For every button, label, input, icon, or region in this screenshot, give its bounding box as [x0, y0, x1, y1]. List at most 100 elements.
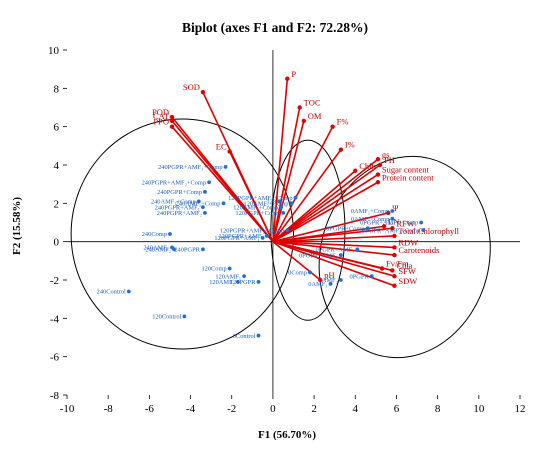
- observation-label: 120PGPR: [230, 279, 256, 286]
- observation-point: [390, 216, 395, 221]
- observation-label: 240PGPR+AMF₁+Comp: [158, 164, 222, 171]
- y-tick-label: 0: [54, 237, 60, 249]
- vector-line: [272, 107, 301, 242]
- vector-line: [272, 149, 342, 243]
- observation-point: [126, 289, 131, 294]
- observation-label: 0PGPR+AMF₂+Comp: [362, 227, 420, 234]
- x-tick-label: 2: [311, 403, 317, 415]
- y-tick-label: 2: [54, 198, 60, 210]
- observation-point: [201, 247, 205, 252]
- observation-label: 240Control: [97, 289, 126, 296]
- vector-endpoint: [392, 283, 397, 288]
- variable-label: SOD: [183, 82, 200, 92]
- variable-label: SFW: [398, 266, 415, 276]
- observation-point: [390, 209, 395, 213]
- vector-endpoint: [297, 105, 302, 110]
- observation-point: [421, 228, 426, 233]
- observation-label: 240AMF₁: [143, 245, 169, 252]
- vector-line: [272, 240, 393, 272]
- vector-line: [272, 241, 321, 281]
- vector-line: [272, 164, 381, 243]
- observation-point: [308, 270, 312, 275]
- observation-point: [182, 314, 187, 319]
- variable-label: Protein content: [382, 172, 434, 182]
- vector-line: [272, 240, 395, 256]
- vector-endpoint: [227, 149, 232, 154]
- observation-label: 240AMF₁+Comp: [151, 199, 196, 206]
- vector-endpoint: [392, 233, 397, 239]
- variable-label: PPO: [153, 117, 169, 127]
- variable-label: Chlb: [359, 161, 376, 171]
- vector-line: [272, 126, 334, 243]
- variable-label: pH: [324, 270, 334, 280]
- x-tick-label: -4: [186, 403, 196, 415]
- x-tick-label: -10: [60, 403, 75, 415]
- vector-endpoint: [386, 210, 391, 216]
- observation-point: [236, 280, 240, 284]
- variable-label: Carotenoids: [398, 245, 439, 255]
- observation-label: 240PGPR+AMF₂: [157, 210, 202, 217]
- observation-point: [365, 226, 370, 231]
- observation-point: [285, 228, 290, 233]
- observation-point: [328, 281, 333, 286]
- vector-endpoint: [169, 124, 175, 129]
- observation-label: 0PGPR+Comp: [326, 225, 364, 232]
- observation-label: 0Control: [233, 333, 256, 340]
- x-tick-label: 12: [515, 403, 526, 415]
- observation-label: 0PGPR: [350, 273, 370, 280]
- observation-point: [203, 211, 207, 215]
- observation-label: 0AMF₁+Comp: [351, 208, 390, 215]
- variable-label: gs: [382, 149, 390, 159]
- variable-label: Chla: [396, 260, 412, 270]
- x-tick-label: -2: [227, 403, 236, 415]
- vector-line: [272, 212, 389, 243]
- variable-label: EC: [216, 142, 227, 152]
- observation-point: [260, 235, 265, 240]
- observation-label: 240Comp: [142, 231, 167, 238]
- observation-point: [369, 274, 374, 279]
- observation-point: [196, 199, 201, 204]
- vector-endpoint: [301, 118, 306, 124]
- x-tick-label: 0: [270, 403, 276, 415]
- observation-label: 0AMF₂+Comp: [351, 216, 390, 223]
- observation-point: [355, 247, 360, 252]
- observation-label: 120AMF₂+Comp: [244, 201, 289, 208]
- observation-point: [242, 274, 246, 279]
- observation-label: 0PGPR+AMF₁: [315, 247, 354, 254]
- vector-endpoint: [375, 180, 381, 185]
- vector-line: [272, 227, 393, 243]
- observation-point: [256, 333, 261, 338]
- vector-line: [272, 240, 395, 277]
- y-tick-label: 8: [54, 83, 60, 95]
- variable-label: Ψ: [392, 203, 399, 213]
- x-tick-label: 8: [435, 403, 441, 415]
- vector-line: [228, 151, 274, 243]
- y-tick-label: -6: [50, 352, 60, 364]
- observation-label: 240AMF₂+Comp: [176, 201, 221, 208]
- variable-label: SDW: [398, 276, 417, 286]
- observation-label: 0AMF₁: [308, 281, 327, 288]
- observation-point: [256, 280, 261, 284]
- vector-endpoint: [392, 245, 397, 250]
- observation-label: 240PGPR: [174, 247, 200, 254]
- chart-title: Biplot (axes F1 and F2: 72.28%): [182, 20, 368, 35]
- observation-label: 0Comp: [288, 270, 307, 277]
- observation-point: [338, 278, 343, 282]
- observation-point: [221, 201, 226, 206]
- vector-endpoint: [390, 268, 395, 273]
- vector-endpoint: [169, 114, 175, 120]
- variable-label: I%: [345, 140, 355, 150]
- observation-point: [207, 180, 211, 185]
- group-ellipse: [270, 139, 346, 321]
- observation-point: [281, 211, 286, 215]
- y-tick-label: 4: [54, 160, 60, 172]
- x-axis-label: F1 (56.70%): [258, 429, 316, 441]
- vector-endpoint: [330, 124, 335, 129]
- vector-endpoint: [285, 76, 290, 81]
- vector-endpoint: [392, 252, 397, 258]
- vector-line: [272, 158, 379, 243]
- vector-endpoint: [392, 273, 397, 279]
- observation-point: [279, 205, 284, 210]
- vector-endpoint: [200, 89, 206, 95]
- observation-label: 120Comp: [201, 266, 226, 273]
